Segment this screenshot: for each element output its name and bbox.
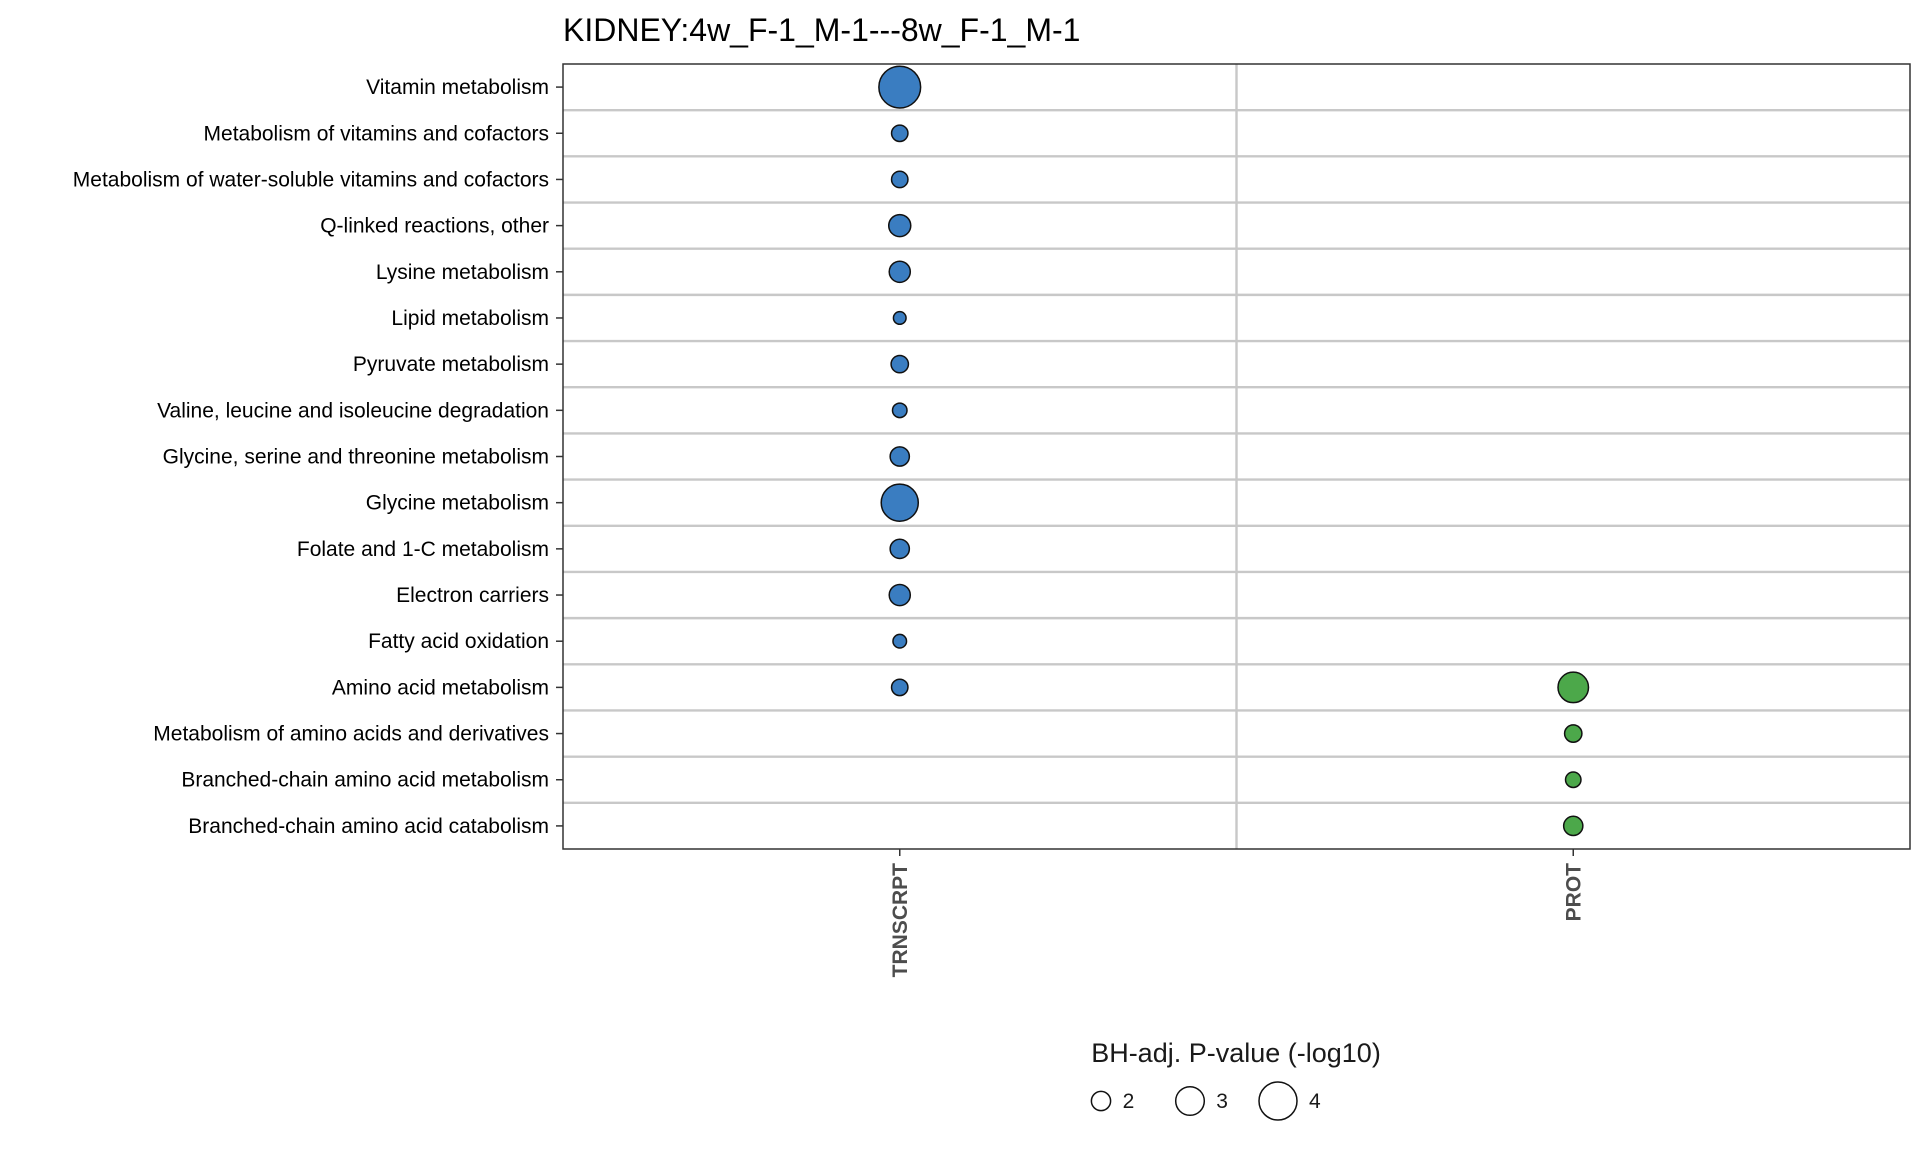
- point-prot-branched-chain-amino-acid-catabolism: [1562, 815, 1584, 837]
- data-points: [878, 65, 1590, 837]
- y-tick-label-metabolism-of-vitamins-and-cofactors: Metabolism of vitamins and cofactors: [204, 122, 549, 145]
- point-trnscrpt-electron-carriers: [888, 583, 912, 607]
- chart-title: KIDNEY:4w_F-1_M-1---8w_F-1_M-1: [563, 12, 1080, 48]
- point-trnscrpt-fatty-acid-oxidation: [892, 633, 908, 649]
- y-tick-label-branched-chain-amino-acid-metabolism: Branched-chain amino acid metabolism: [181, 769, 549, 792]
- point-trnscrpt-metabolism-of-water-soluble-vitamins-and-cofactors: [890, 170, 909, 189]
- point-trnscrpt-pyruvate-metabolism: [890, 354, 910, 374]
- point-trnscrpt-amino-acid-metabolism: [890, 678, 909, 697]
- legend-label-4: 4: [1309, 1090, 1321, 1113]
- category-labels: Vitamin metabolism Metabolism of vitamins…: [73, 76, 563, 838]
- legend-label-3: 3: [1216, 1090, 1228, 1113]
- size-legend: BH-adj. P-value (-log10) 2 3 4: [1090, 1038, 1381, 1121]
- y-tick-label-q-linked-reactions-other: Q-linked reactions, other: [320, 215, 549, 238]
- legend-key-3: [1174, 1085, 1206, 1117]
- point-trnscrpt-valine-leucine-and-isoleucine-degradation: [891, 402, 908, 419]
- y-tick-label-pyruvate-metabolism: Pyruvate metabolism: [353, 353, 549, 376]
- point-trnscrpt-metabolism-of-vitamins-and-cofactors: [890, 124, 909, 143]
- y-tick-label-lipid-metabolism: Lipid metabolism: [391, 307, 549, 330]
- legend-title: BH-adj. P-value (-log10): [1091, 1038, 1381, 1068]
- x-axis: TRNSCRPT PROT: [889, 849, 1585, 978]
- legend-key-2: [1090, 1090, 1112, 1112]
- y-tick-label-glycine-metabolism: Glycine metabolism: [366, 492, 549, 515]
- point-trnscrpt-q-linked-reactions-other: [887, 213, 912, 238]
- legend-label-2: 2: [1123, 1090, 1135, 1113]
- point-trnscrpt-glycine-metabolism: [880, 483, 920, 522]
- point-prot-metabolism-of-amino-acids-and-derivatives: [1563, 724, 1583, 743]
- y-tick-label-electron-carriers: Electron carriers: [396, 584, 549, 607]
- y-tick-label-branched-chain-amino-acid-catabolism: Branched-chain amino acid catabolism: [188, 815, 549, 838]
- x-tick-label-trnscrpt: TRNSCRPT: [889, 863, 912, 978]
- x-tick-label-prot: PROT: [1562, 863, 1585, 922]
- y-tick-label-metabolism-of-water-soluble-vitamins-and-cofactors: Metabolism of water-soluble vitamins and…: [73, 168, 549, 191]
- point-trnscrpt-folate-and-1-c-metabolism: [889, 538, 911, 560]
- y-tick-label-amino-acid-metabolism: Amino acid metabolism: [332, 676, 549, 699]
- y-tick-label-metabolism-of-amino-acids-and-derivatives: Metabolism of amino acids and derivative…: [153, 723, 549, 746]
- y-tick-label-vitamin-metabolism: Vitamin metabolism: [366, 76, 549, 99]
- point-trnscrpt-glycine-serine-and-threonine-metabolism: [889, 446, 911, 467]
- grid-lines: [563, 64, 1910, 849]
- point-prot-amino-acid-metabolism: [1557, 671, 1590, 704]
- y-tick-label-fatty-acid-oxidation: Fatty acid oxidation: [368, 630, 549, 653]
- point-trnscrpt-lipid-metabolism: [892, 310, 907, 326]
- y-tick-label-valine-leucine-and-isoleucine-degradation: Valine, leucine and isoleucine degradati…: [157, 399, 549, 422]
- point-prot-branched-chain-amino-acid-metabolism: [1564, 771, 1582, 789]
- plot-panel-border: [562, 63, 1911, 850]
- y-tick-label-lysine-metabolism: Lysine metabolism: [376, 261, 549, 284]
- y-tick-label-glycine-serine-and-threonine-metabolism: Glycine, serine and threonine metabolism: [163, 446, 549, 469]
- point-trnscrpt-lysine-metabolism: [888, 260, 912, 284]
- point-trnscrpt-vitamin-metabolism: [878, 65, 922, 109]
- y-tick-label-folate-and-1-c-metabolism: Folate and 1-C metabolism: [297, 538, 549, 561]
- legend-key-4: [1258, 1081, 1298, 1121]
